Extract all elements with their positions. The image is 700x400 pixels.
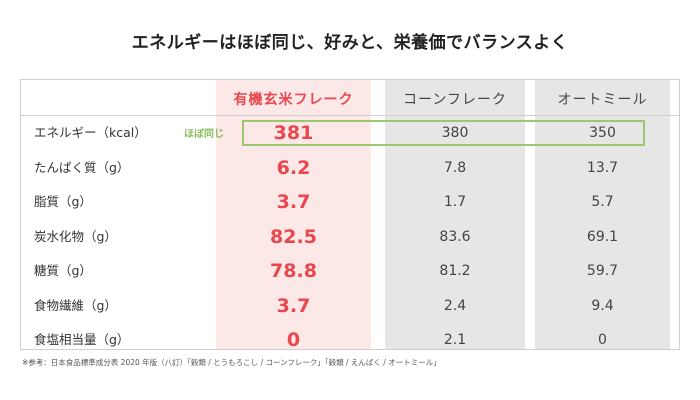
- column-header-brown-rice-flakes: 有機玄米フレーク: [233, 92, 354, 108]
- energy-comparison-highlight-box: [242, 120, 645, 146]
- cell-brown-rice-flakes: 3.7: [276, 191, 311, 213]
- cell-brown-rice-flakes: 82.5: [270, 225, 317, 248]
- cell-brown-rice-flakes: 6.2: [276, 156, 311, 179]
- annotation-almost-same: ほぼ同じ: [184, 129, 224, 140]
- row-label: 脂質（g）: [34, 194, 92, 209]
- cell-oatmeal: 59.7: [586, 263, 619, 279]
- cell-oatmeal: 13.7: [586, 159, 619, 176]
- column-header-oatmeal: オートミール: [557, 92, 648, 108]
- footnote: ※参考：日本食品標準成分表 2020 年版（八訂）「穀類 / とうもろこし / …: [22, 358, 441, 367]
- table-frame: [20, 79, 680, 350]
- column-header-cornflakes: コーンフレーク: [403, 92, 507, 108]
- cell-oatmeal: 5.7: [591, 194, 614, 210]
- cornflakes-column-background: [385, 79, 525, 350]
- cell-cornflakes: 2.4: [443, 297, 467, 314]
- cell-brown-rice-flakes: 0: [286, 329, 301, 351]
- oatmeal-column-background: [535, 79, 670, 350]
- cell-cornflakes: 7.8: [443, 159, 467, 176]
- row-label: 炭水化物（g）: [34, 228, 117, 244]
- cell-oatmeal: 350: [589, 125, 616, 141]
- cell-oatmeal: 0: [598, 332, 607, 348]
- cell-cornflakes: 380: [441, 125, 469, 141]
- row-label: 食物繊維（g）: [34, 297, 117, 313]
- row-label: 糖質（g）: [34, 263, 92, 278]
- cell-oatmeal: 9.4: [591, 297, 614, 314]
- cell-brown-rice-flakes: 3.7: [276, 294, 311, 317]
- row-label: 食塩相当量（g）: [34, 332, 130, 347]
- row-label: たんぱく質（g）: [34, 159, 130, 175]
- row-label: エネルギー（kcal）: [34, 125, 147, 140]
- cell-cornflakes: 1.7: [443, 194, 467, 210]
- cell-cornflakes: 81.2: [439, 263, 471, 279]
- cell-oatmeal: 69.1: [586, 228, 619, 245]
- cell-cornflakes: 83.6: [439, 228, 471, 245]
- highlight-column-background: [216, 79, 371, 350]
- chart-title: エネルギーはほぼ同じ、好みと、栄養価でバランスよく: [131, 33, 569, 53]
- header-divider: [20, 115, 680, 116]
- cell-cornflakes: 2.1: [443, 332, 467, 348]
- cell-brown-rice-flakes: 381: [273, 122, 314, 144]
- cell-brown-rice-flakes: 78.8: [270, 260, 317, 282]
